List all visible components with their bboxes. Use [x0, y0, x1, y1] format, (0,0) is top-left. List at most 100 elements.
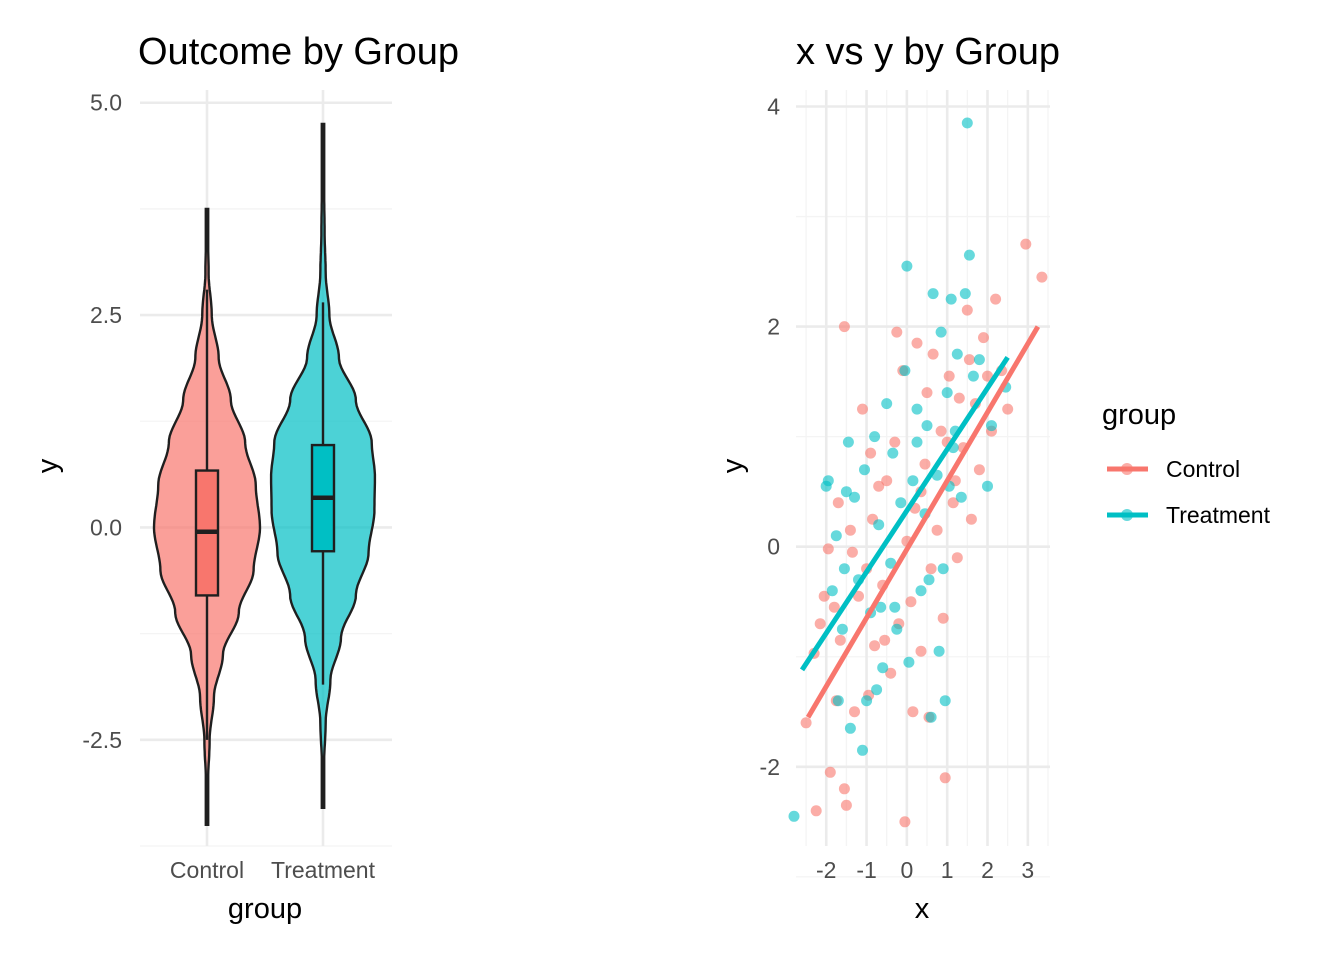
- point-treatment: [935, 326, 947, 338]
- violin-x-ticks: Control Treatment: [170, 857, 376, 883]
- scatter-y-tick-label: 2: [767, 314, 780, 340]
- point-control: [822, 543, 834, 555]
- point-treatment: [869, 431, 881, 443]
- point-treatment: [973, 354, 985, 366]
- point-control: [873, 480, 885, 492]
- point-treatment: [963, 249, 975, 261]
- point-control: [953, 392, 965, 404]
- point-control: [810, 805, 822, 817]
- point-control: [857, 403, 868, 415]
- scatter-y-tick-label: 4: [767, 94, 780, 120]
- fit-lines: [799, 325, 1041, 719]
- point-treatment: [849, 491, 860, 503]
- scatter-x-tick-label: -1: [856, 857, 876, 883]
- point-treatment: [895, 497, 907, 509]
- fit-line-control: [805, 325, 1041, 719]
- point-control: [828, 601, 840, 613]
- point-treatment: [859, 464, 870, 476]
- violin-y-tick-label: 0.0: [90, 514, 122, 540]
- point-control: [824, 766, 836, 778]
- point-control: [973, 464, 985, 476]
- legend-item-treatment: Treatment: [1107, 502, 1271, 528]
- point-control: [899, 816, 911, 828]
- point-treatment: [844, 722, 856, 734]
- point-treatment: [875, 601, 887, 613]
- point-treatment: [887, 447, 899, 459]
- point-treatment: [857, 744, 868, 756]
- point-control: [834, 634, 846, 646]
- point-control: [951, 552, 963, 564]
- violin-x-tick-label-treatment: Treatment: [271, 857, 376, 883]
- point-treatment: [967, 370, 979, 382]
- violin-chart-title: Outcome by Group: [138, 31, 459, 73]
- scatter-x-ticks: -2 -1 0 1 2 3: [816, 857, 1034, 883]
- legend-item-control: Control: [1107, 456, 1240, 482]
- point-control: [849, 706, 860, 718]
- scatter-panel: x vs y by Group -2 0 2 4 -2 -1 0 1 2 3 x y: [717, 31, 1060, 925]
- legend: group Control Treatment: [1102, 399, 1271, 528]
- point-treatment: [826, 585, 838, 597]
- point-treatment: [836, 623, 848, 635]
- point-control: [846, 546, 858, 558]
- scatter-gridlines: [796, 90, 1050, 878]
- scatter-x-tick-label: -2: [816, 857, 836, 883]
- point-control: [907, 706, 919, 718]
- point-treatment: [907, 475, 919, 487]
- point-treatment: [873, 519, 885, 531]
- point-treatment: [955, 491, 967, 503]
- point-control: [925, 563, 937, 575]
- point-treatment: [822, 475, 834, 487]
- scatter-x-tick-label: 2: [981, 857, 994, 883]
- point-control: [921, 387, 933, 399]
- violin-y-tick-label: 2.5: [90, 302, 122, 328]
- scatter-y-axis-label: y: [717, 458, 749, 473]
- point-control: [814, 618, 826, 630]
- point-treatment: [986, 420, 997, 432]
- point-treatment: [832, 695, 844, 707]
- point-control: [915, 645, 927, 657]
- point-control: [937, 612, 949, 624]
- point-treatment: [951, 348, 963, 360]
- point-control: [889, 436, 901, 448]
- point-control: [935, 425, 947, 437]
- scatter-x-axis-label: x: [915, 893, 930, 925]
- scatter-x-tick-label: 0: [900, 857, 913, 883]
- point-treatment: [830, 530, 842, 542]
- point-treatment: [885, 557, 897, 569]
- scatter-x-tick-label: 3: [1021, 857, 1034, 883]
- point-treatment: [903, 656, 915, 668]
- point-treatment: [911, 403, 923, 415]
- point-control: [943, 370, 955, 382]
- point-treatment: [959, 288, 971, 300]
- legend-key-point-control: [1121, 463, 1133, 475]
- point-control: [844, 524, 856, 536]
- scatter-y-tick-label: -2: [760, 754, 780, 780]
- point-control: [865, 447, 877, 459]
- point-treatment: [899, 365, 911, 377]
- violin-y-ticks: -2.5 0.0 2.5 5.0: [82, 90, 122, 753]
- point-control: [919, 458, 931, 470]
- point-control: [869, 640, 881, 652]
- point-treatment: [939, 695, 951, 707]
- point-control: [879, 634, 891, 646]
- point-control: [1020, 238, 1032, 250]
- violin-x-tick-label-control: Control: [170, 857, 244, 883]
- point-control: [931, 524, 943, 536]
- point-treatment: [901, 260, 913, 272]
- point-control: [832, 497, 844, 509]
- point-treatment: [838, 563, 850, 575]
- point-control: [838, 321, 850, 333]
- scatter-y-ticks: -2 0 2 4: [760, 94, 781, 780]
- point-treatment: [937, 563, 949, 575]
- violin-x-axis-label: group: [228, 893, 302, 925]
- point-treatment: [927, 288, 939, 300]
- violin-y-tick-label: -2.5: [82, 727, 122, 753]
- point-control: [965, 513, 977, 525]
- point-control: [963, 354, 975, 366]
- violin-panel: Outcome by Group -2.5 0.0 2.5 5.0 Control Tr…: [32, 31, 459, 925]
- point-control: [885, 667, 897, 679]
- point-treatment: [911, 436, 923, 448]
- point-control: [881, 475, 893, 487]
- point-treatment: [915, 585, 927, 597]
- scatter-y-tick-label: 0: [767, 534, 780, 560]
